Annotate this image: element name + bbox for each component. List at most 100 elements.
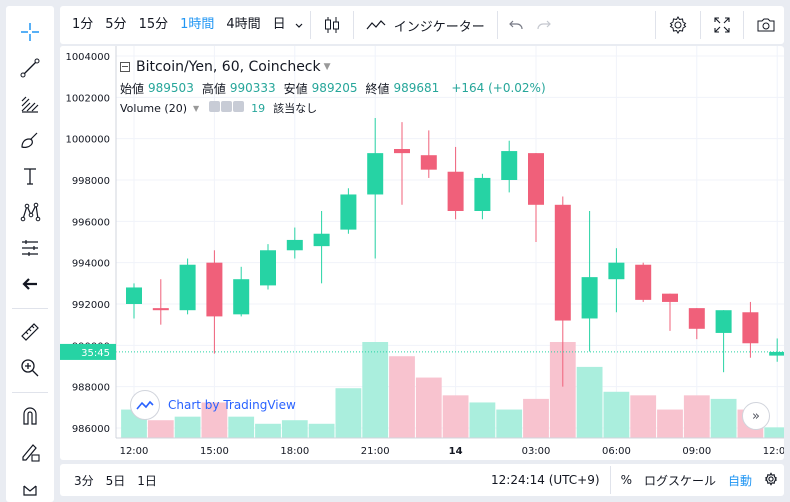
brush-icon[interactable] xyxy=(18,128,42,152)
price-tick-label: 1004000 xyxy=(65,52,110,63)
candle-body xyxy=(635,264,652,300)
candle-body xyxy=(233,279,250,315)
candle-body xyxy=(367,153,384,195)
ruler-icon[interactable] xyxy=(18,320,42,344)
candle-body xyxy=(206,262,223,317)
indicator-button[interactable]: インジケーター xyxy=(358,6,493,44)
countdown-label: 35:45 xyxy=(81,348,110,359)
close-icon[interactable] xyxy=(233,101,245,112)
volume-bar xyxy=(147,420,174,438)
high-label: 高値 xyxy=(201,81,226,96)
open-label: 始値 xyxy=(120,81,145,96)
lock-pencil-icon[interactable] xyxy=(18,440,42,464)
candle-body xyxy=(554,204,571,321)
trend-line-icon[interactable] xyxy=(18,56,42,80)
chevron-down-icon[interactable] xyxy=(292,6,306,44)
volume-bar xyxy=(308,423,335,438)
left-toolbar xyxy=(6,6,54,502)
candle-body xyxy=(662,293,678,302)
redo-icon[interactable] xyxy=(530,6,558,44)
timeframe-1h[interactable]: 1時間 xyxy=(180,17,215,32)
price-tick-label: 996000 xyxy=(72,217,110,228)
price-axis xyxy=(60,46,116,438)
trash-icon[interactable] xyxy=(18,476,42,500)
time-tick-label: 21:00 xyxy=(361,446,390,457)
timeframe-1d[interactable]: 日 xyxy=(272,17,286,32)
settings-icon[interactable] xyxy=(221,101,233,112)
crosshair-icon[interactable] xyxy=(18,20,42,44)
top-toolbar: 1分 5分 15分 1時間 4時間 日 インジケーター xyxy=(60,6,784,44)
volume-bar xyxy=(630,395,657,438)
auto-scale-toggle[interactable]: 自動 xyxy=(727,473,752,488)
gear-icon[interactable] xyxy=(758,471,784,489)
time-tick-label: 06:00 xyxy=(602,446,631,457)
time-tick-label: 14 xyxy=(449,446,463,457)
candle-body xyxy=(581,277,598,319)
volume-bar xyxy=(415,377,442,438)
volume-bar xyxy=(228,416,255,438)
scroll-to-realtime-button[interactable]: » xyxy=(742,402,770,430)
caret-down-icon[interactable]: ▼ xyxy=(193,103,200,113)
time-tick-label: 12:00 xyxy=(120,446,149,457)
countdown-badge xyxy=(60,343,116,360)
candles-icon[interactable] xyxy=(315,6,349,44)
candle-body xyxy=(340,194,357,230)
log-scale-toggle[interactable]: ログスケール xyxy=(643,473,716,488)
candle-body xyxy=(152,308,169,311)
caret-down-icon[interactable]: ▼ xyxy=(323,62,331,72)
low-label: 安値 xyxy=(283,81,308,96)
forecast-icon[interactable] xyxy=(18,236,42,260)
indicator-label: インジケーター xyxy=(393,19,485,35)
chart-area[interactable]: 1004000 1002000 1000000 998000 996000 994000 9… xyxy=(60,46,784,460)
range-3m[interactable]: 3分 xyxy=(74,473,94,488)
tradingview-watermark[interactable]: Chart by TradingView xyxy=(130,390,296,420)
candle-body xyxy=(769,351,784,356)
volume-bar xyxy=(335,388,362,438)
chart-legend: Bitcoin/Yen, 60, Coincheck ▼ 始値 989503 高… xyxy=(120,58,546,118)
time-tick-label: 09:00 xyxy=(682,446,711,457)
candle-body xyxy=(420,155,437,170)
volume-bar xyxy=(362,342,389,438)
timeframe-15m[interactable]: 15分 xyxy=(138,17,169,32)
timeframe-4h[interactable]: 4時間 xyxy=(226,17,261,32)
range-5d[interactable]: 5日 xyxy=(105,473,126,488)
candle-body xyxy=(447,171,464,211)
time-tick-label: 15:00 xyxy=(200,446,229,457)
volume-na: 該当なし xyxy=(273,102,318,115)
zoom-in-icon[interactable] xyxy=(18,356,42,380)
magnet-icon[interactable] xyxy=(18,404,42,428)
volume-value: 19 xyxy=(251,101,266,115)
volume-bar xyxy=(174,416,201,438)
collapse-icon[interactable] xyxy=(120,62,130,72)
back-arrow-icon[interactable] xyxy=(18,272,42,296)
timeframe-1m[interactable]: 1分 xyxy=(72,17,94,32)
eye-icon[interactable] xyxy=(209,101,221,112)
pattern-icon[interactable] xyxy=(18,200,42,224)
fullscreen-icon[interactable] xyxy=(705,6,739,44)
camera-icon[interactable] xyxy=(748,6,784,44)
undo-icon[interactable] xyxy=(502,6,530,44)
volume-bar xyxy=(469,402,496,438)
percent-toggle[interactable]: % xyxy=(620,473,632,487)
range-1d[interactable]: 1日 xyxy=(137,473,157,488)
volume-bar xyxy=(576,366,603,438)
close-value: 989681 xyxy=(393,81,440,95)
candle-body xyxy=(394,149,410,154)
price-tick-label: 1002000 xyxy=(65,93,110,104)
fib-icon[interactable] xyxy=(18,92,42,116)
volume-bar xyxy=(764,427,784,438)
bottom-toolbar: 3分 5日 1日 12:24:14 (UTC+9) % ログスケール 自動 xyxy=(60,464,784,496)
double-chevron-right-icon: » xyxy=(752,408,760,424)
volume-bar xyxy=(442,395,469,438)
clock[interactable]: 12:24:14 (UTC+9) xyxy=(491,473,600,487)
volume-label[interactable]: Volume (20) xyxy=(120,101,187,115)
price-tick-label: 988000 xyxy=(72,383,110,394)
price-tick-label: 994000 xyxy=(72,259,110,270)
open-value: 989503 xyxy=(148,81,194,95)
volume-bar xyxy=(603,391,630,438)
candle-body xyxy=(313,233,330,247)
timeframe-5m[interactable]: 5分 xyxy=(105,17,127,32)
gear-icon[interactable] xyxy=(660,6,696,44)
symbol-title[interactable]: Bitcoin/Yen, 60, Coincheck xyxy=(136,59,321,75)
text-icon[interactable] xyxy=(18,164,42,188)
